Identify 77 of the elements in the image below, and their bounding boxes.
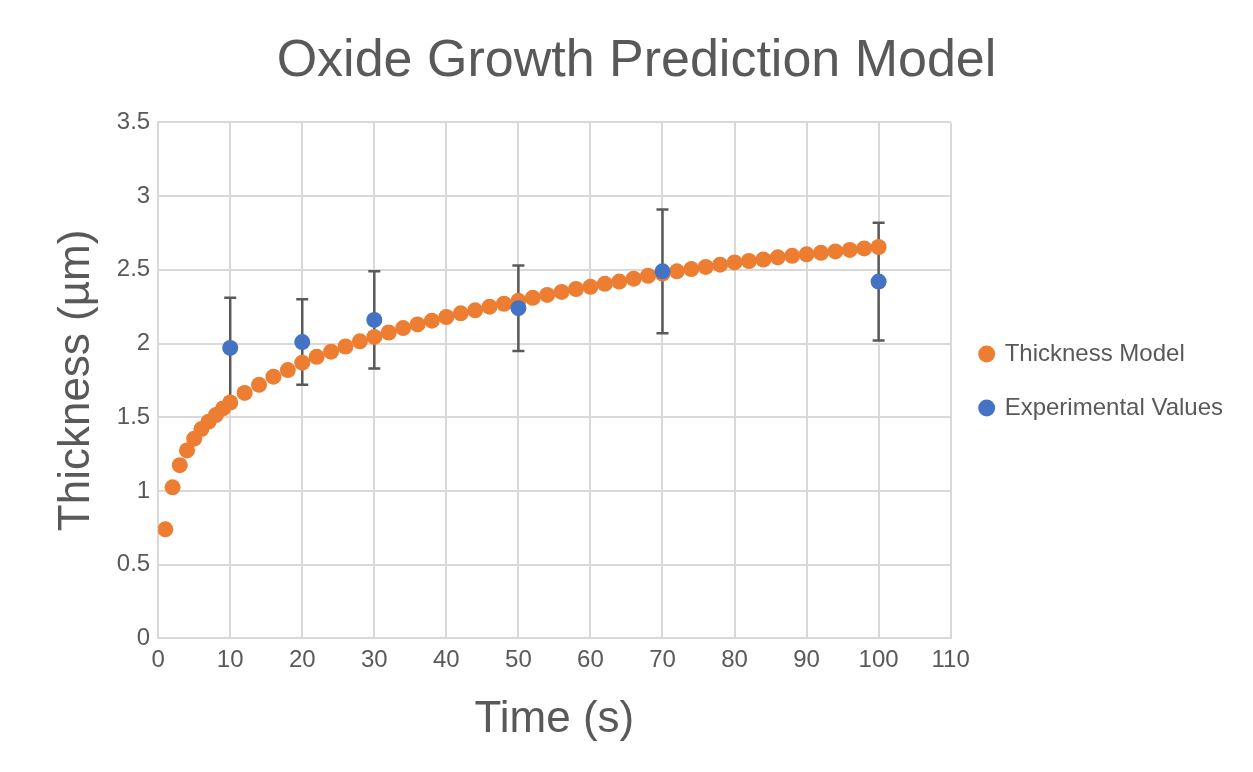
point bbox=[755, 251, 772, 268]
point bbox=[467, 302, 484, 319]
y-tick-label: 1.5 bbox=[116, 401, 151, 429]
point bbox=[841, 241, 858, 258]
point bbox=[510, 300, 527, 317]
point bbox=[265, 368, 282, 385]
x-axis-title: Time (s) bbox=[474, 691, 635, 741]
point bbox=[539, 286, 556, 303]
y-tick-label: 3.5 bbox=[116, 107, 151, 135]
point bbox=[798, 246, 815, 263]
legend-label: Thickness Model bbox=[1004, 338, 1185, 366]
point bbox=[640, 267, 657, 284]
point bbox=[683, 261, 700, 278]
point bbox=[323, 343, 340, 360]
point bbox=[697, 258, 714, 275]
point bbox=[308, 348, 325, 365]
y-tick-label: 3 bbox=[136, 180, 151, 208]
point bbox=[625, 270, 642, 287]
point bbox=[236, 384, 253, 401]
x-tick-label: 100 bbox=[858, 645, 899, 673]
point bbox=[171, 457, 188, 474]
x-tick-label: 20 bbox=[288, 645, 316, 673]
y-tick-label: 0.5 bbox=[116, 549, 151, 577]
y-axis-title: Thickness (µm) bbox=[48, 229, 98, 532]
point bbox=[784, 247, 801, 264]
point bbox=[294, 354, 311, 371]
point bbox=[351, 333, 368, 350]
x-tick-label: 40 bbox=[433, 645, 460, 673]
point bbox=[827, 243, 844, 260]
point bbox=[870, 273, 887, 290]
legend-label: Experimental Values bbox=[1004, 392, 1224, 420]
point bbox=[712, 256, 729, 273]
point bbox=[380, 324, 397, 341]
point bbox=[524, 289, 541, 306]
point bbox=[366, 311, 383, 328]
chart-title: Oxide Growth Prediction Model bbox=[276, 28, 997, 87]
point bbox=[409, 316, 426, 333]
x-tick-label: 110 bbox=[931, 645, 970, 673]
point bbox=[279, 362, 296, 379]
point bbox=[726, 254, 743, 271]
point bbox=[178, 442, 195, 459]
point bbox=[423, 312, 440, 329]
point bbox=[596, 275, 613, 292]
point bbox=[481, 298, 498, 315]
x-tick-label: 10 bbox=[216, 645, 244, 673]
point bbox=[769, 249, 786, 266]
x-tick-label: 50 bbox=[505, 645, 532, 673]
point bbox=[251, 376, 268, 393]
point bbox=[740, 252, 757, 269]
point bbox=[582, 278, 599, 295]
point bbox=[870, 238, 887, 255]
x-tick-label: 90 bbox=[793, 645, 820, 673]
point bbox=[164, 479, 181, 496]
point bbox=[337, 338, 354, 355]
y-tick-label: 2 bbox=[136, 328, 151, 356]
point bbox=[668, 263, 685, 280]
point bbox=[812, 244, 829, 261]
x-tick-label: 30 bbox=[360, 645, 388, 673]
point bbox=[553, 283, 570, 300]
point bbox=[856, 240, 873, 257]
y-tick-label: 0 bbox=[136, 623, 151, 651]
point bbox=[438, 309, 455, 326]
point bbox=[158, 521, 174, 538]
point bbox=[366, 328, 383, 345]
point bbox=[222, 339, 239, 356]
y-tick-label: 1 bbox=[136, 475, 151, 503]
x-tick-label: 80 bbox=[721, 645, 748, 673]
point bbox=[495, 295, 512, 312]
point bbox=[452, 305, 469, 322]
point bbox=[611, 273, 628, 290]
x-tick-label: 60 bbox=[577, 645, 604, 673]
point bbox=[395, 320, 412, 337]
point bbox=[294, 334, 311, 351]
y-tick-label: 2.5 bbox=[116, 254, 151, 282]
point bbox=[222, 394, 239, 411]
point bbox=[568, 280, 585, 297]
x-tick-label: 70 bbox=[649, 645, 676, 673]
